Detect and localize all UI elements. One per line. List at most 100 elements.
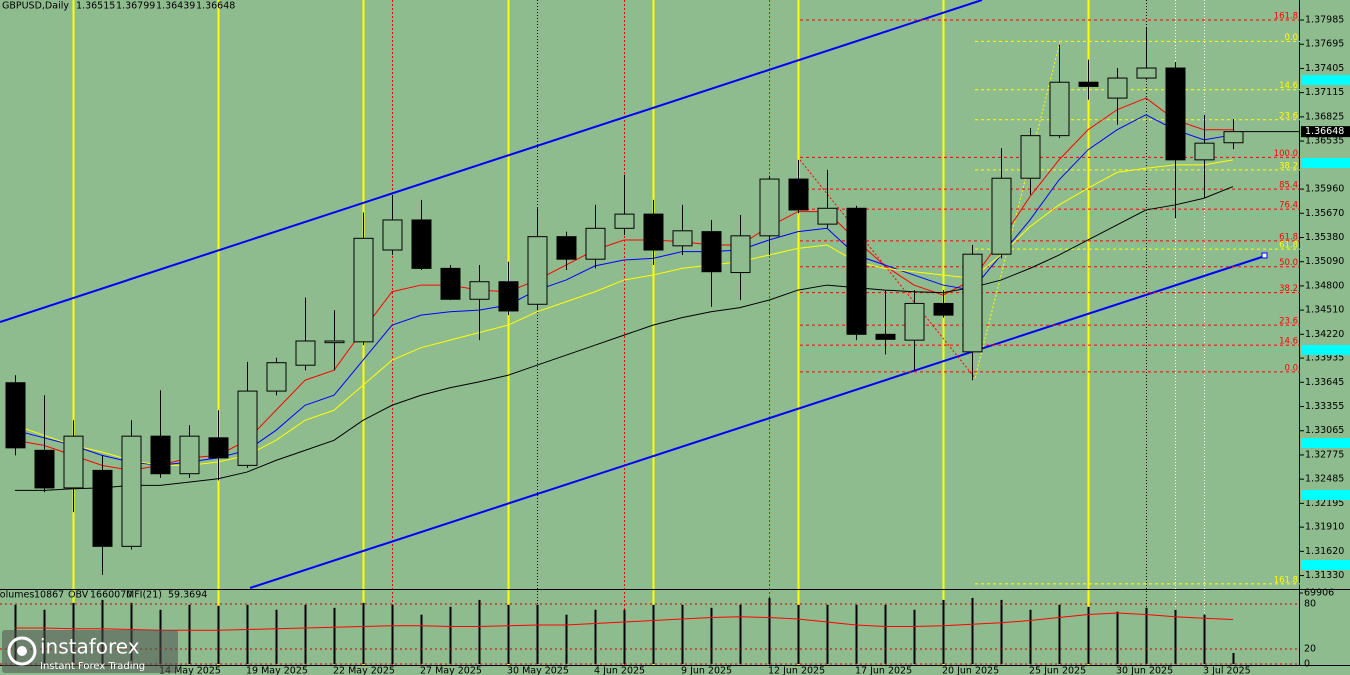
x-tick-label: 4 Jun 2025 bbox=[594, 666, 645, 675]
y-tick-label: 1.31620 bbox=[1305, 546, 1344, 557]
candle-body bbox=[295, 340, 316, 366]
mfi-tick-label: 20 bbox=[1304, 644, 1316, 655]
y-tick-label: 1.33935 bbox=[1305, 353, 1344, 364]
y-tick-label: 1.32775 bbox=[1305, 449, 1344, 460]
candle-body bbox=[1223, 131, 1244, 144]
current-price-tag bbox=[1301, 126, 1350, 138]
y-tick-label: 1.37985 bbox=[1305, 15, 1344, 26]
watermark-brand: instaforex bbox=[40, 635, 140, 659]
candle-body bbox=[237, 390, 258, 466]
candle-body bbox=[817, 207, 838, 225]
current-price-label: 1.36648 bbox=[1305, 126, 1344, 137]
y-tick-label: 1.35670 bbox=[1305, 208, 1344, 219]
mfi-value: 59.3694 bbox=[168, 590, 207, 601]
candle-body bbox=[440, 267, 461, 300]
fib-label: 14.6 bbox=[1279, 337, 1298, 347]
volume-tick-label: 69906 bbox=[1304, 588, 1334, 599]
candle-body bbox=[121, 435, 142, 547]
y-tick-label: 1.36535 bbox=[1305, 136, 1344, 147]
x-tick-label: 14 May 2025 bbox=[159, 666, 221, 675]
level-marker bbox=[1301, 560, 1350, 570]
fib-label: 0.0 bbox=[1284, 363, 1298, 373]
y-tick-label: 1.34800 bbox=[1305, 280, 1344, 291]
header-close: 1.36648 bbox=[196, 1, 235, 12]
trend-line bbox=[249, 255, 1266, 589]
fibo-connector bbox=[799, 159, 976, 379]
candle-body bbox=[730, 235, 751, 274]
symbol: GBPUSD,Daily bbox=[2, 1, 69, 12]
candle-body bbox=[933, 302, 954, 316]
candle-body bbox=[498, 281, 519, 312]
level-marker bbox=[1301, 75, 1350, 85]
mfi-label: MFI(21) bbox=[126, 590, 162, 601]
fib-label: 50.0 bbox=[1279, 258, 1298, 268]
watermark-tagline: Instant Forex Trading bbox=[40, 661, 145, 672]
candle-body bbox=[63, 435, 84, 489]
fib-label: 23.6 bbox=[1279, 111, 1298, 121]
fib-label: 38.2 bbox=[1279, 161, 1298, 171]
mfi-tick-label: 80 bbox=[1304, 599, 1316, 610]
y-tick-label: 1.36825 bbox=[1305, 111, 1344, 122]
watermark-logo bbox=[7, 636, 37, 666]
x-tick-label: 22 May 2025 bbox=[333, 666, 395, 675]
header-low: 1.36439 bbox=[156, 1, 195, 12]
candle-body bbox=[614, 213, 635, 229]
candle-body bbox=[324, 340, 345, 344]
x-tick-label: 3 Jul 2025 bbox=[1203, 666, 1251, 675]
y-tick-label: 1.33645 bbox=[1305, 377, 1344, 388]
x-tick-label: 19 May 2025 bbox=[246, 666, 308, 675]
candle-body bbox=[846, 207, 867, 335]
fib-label: 76.4 bbox=[1279, 201, 1298, 211]
candle-body bbox=[92, 469, 113, 547]
y-tick-label: 1.35960 bbox=[1305, 184, 1344, 195]
x-tick-label: 27 May 2025 bbox=[420, 666, 482, 675]
volume-value: 10867 bbox=[34, 590, 64, 601]
y-tick-label: 1.37695 bbox=[1305, 39, 1344, 50]
watermark-logo bbox=[17, 646, 27, 656]
candle-body bbox=[382, 219, 403, 251]
y-tick-label: 1.35380 bbox=[1305, 232, 1344, 243]
candle-body bbox=[208, 437, 229, 459]
candle-body bbox=[991, 177, 1012, 255]
candle-body bbox=[34, 449, 55, 489]
y-tick-label: 1.31330 bbox=[1305, 570, 1344, 581]
x-tick-label: 9 Jun 2025 bbox=[681, 666, 732, 675]
candle-body bbox=[469, 281, 490, 300]
level-marker bbox=[1301, 345, 1350, 355]
y-tick-label: 1.34220 bbox=[1305, 329, 1344, 340]
header-open: 1.36515 bbox=[76, 1, 115, 12]
fib-label: 0.0 bbox=[1284, 33, 1298, 43]
fib-label: 100.0 bbox=[1274, 149, 1298, 159]
candle-body bbox=[672, 230, 693, 247]
fib-label: 85.4 bbox=[1279, 181, 1298, 191]
x-tick-label: 25 Jun 2025 bbox=[1029, 666, 1086, 675]
watermark-box bbox=[2, 630, 178, 673]
watermark: instaforex Instant Forex Trading bbox=[2, 630, 178, 673]
candle-body bbox=[585, 227, 606, 260]
candle-body bbox=[179, 435, 200, 475]
candle-body bbox=[1194, 142, 1215, 161]
y-tick-label: 1.35090 bbox=[1305, 256, 1344, 267]
fib-label: 61.8 bbox=[1279, 232, 1298, 242]
mfi-tick-label: 0 bbox=[1304, 659, 1310, 670]
y-tick-label: 1.34510 bbox=[1305, 305, 1344, 316]
level-marker bbox=[1301, 438, 1350, 448]
x-tick-label: 30 Jun 2025 bbox=[1116, 666, 1173, 675]
level-marker bbox=[1301, 158, 1350, 168]
candle-body bbox=[150, 435, 171, 475]
candle-body bbox=[1136, 67, 1157, 79]
y-tick-label: 1.33355 bbox=[1305, 401, 1344, 412]
candle-body bbox=[701, 231, 722, 273]
y-tick-label: 1.32195 bbox=[1305, 498, 1344, 509]
volume-label: Volumes bbox=[0, 590, 34, 601]
candle-body bbox=[556, 236, 577, 260]
obv-label: OBV bbox=[68, 590, 89, 601]
candle-body bbox=[353, 237, 374, 343]
candle-body bbox=[1165, 67, 1186, 161]
mfi-line bbox=[15, 612, 1234, 631]
candle-body bbox=[643, 213, 664, 251]
candle-body bbox=[1049, 81, 1070, 137]
fib-label: 38.2 bbox=[1279, 284, 1298, 294]
